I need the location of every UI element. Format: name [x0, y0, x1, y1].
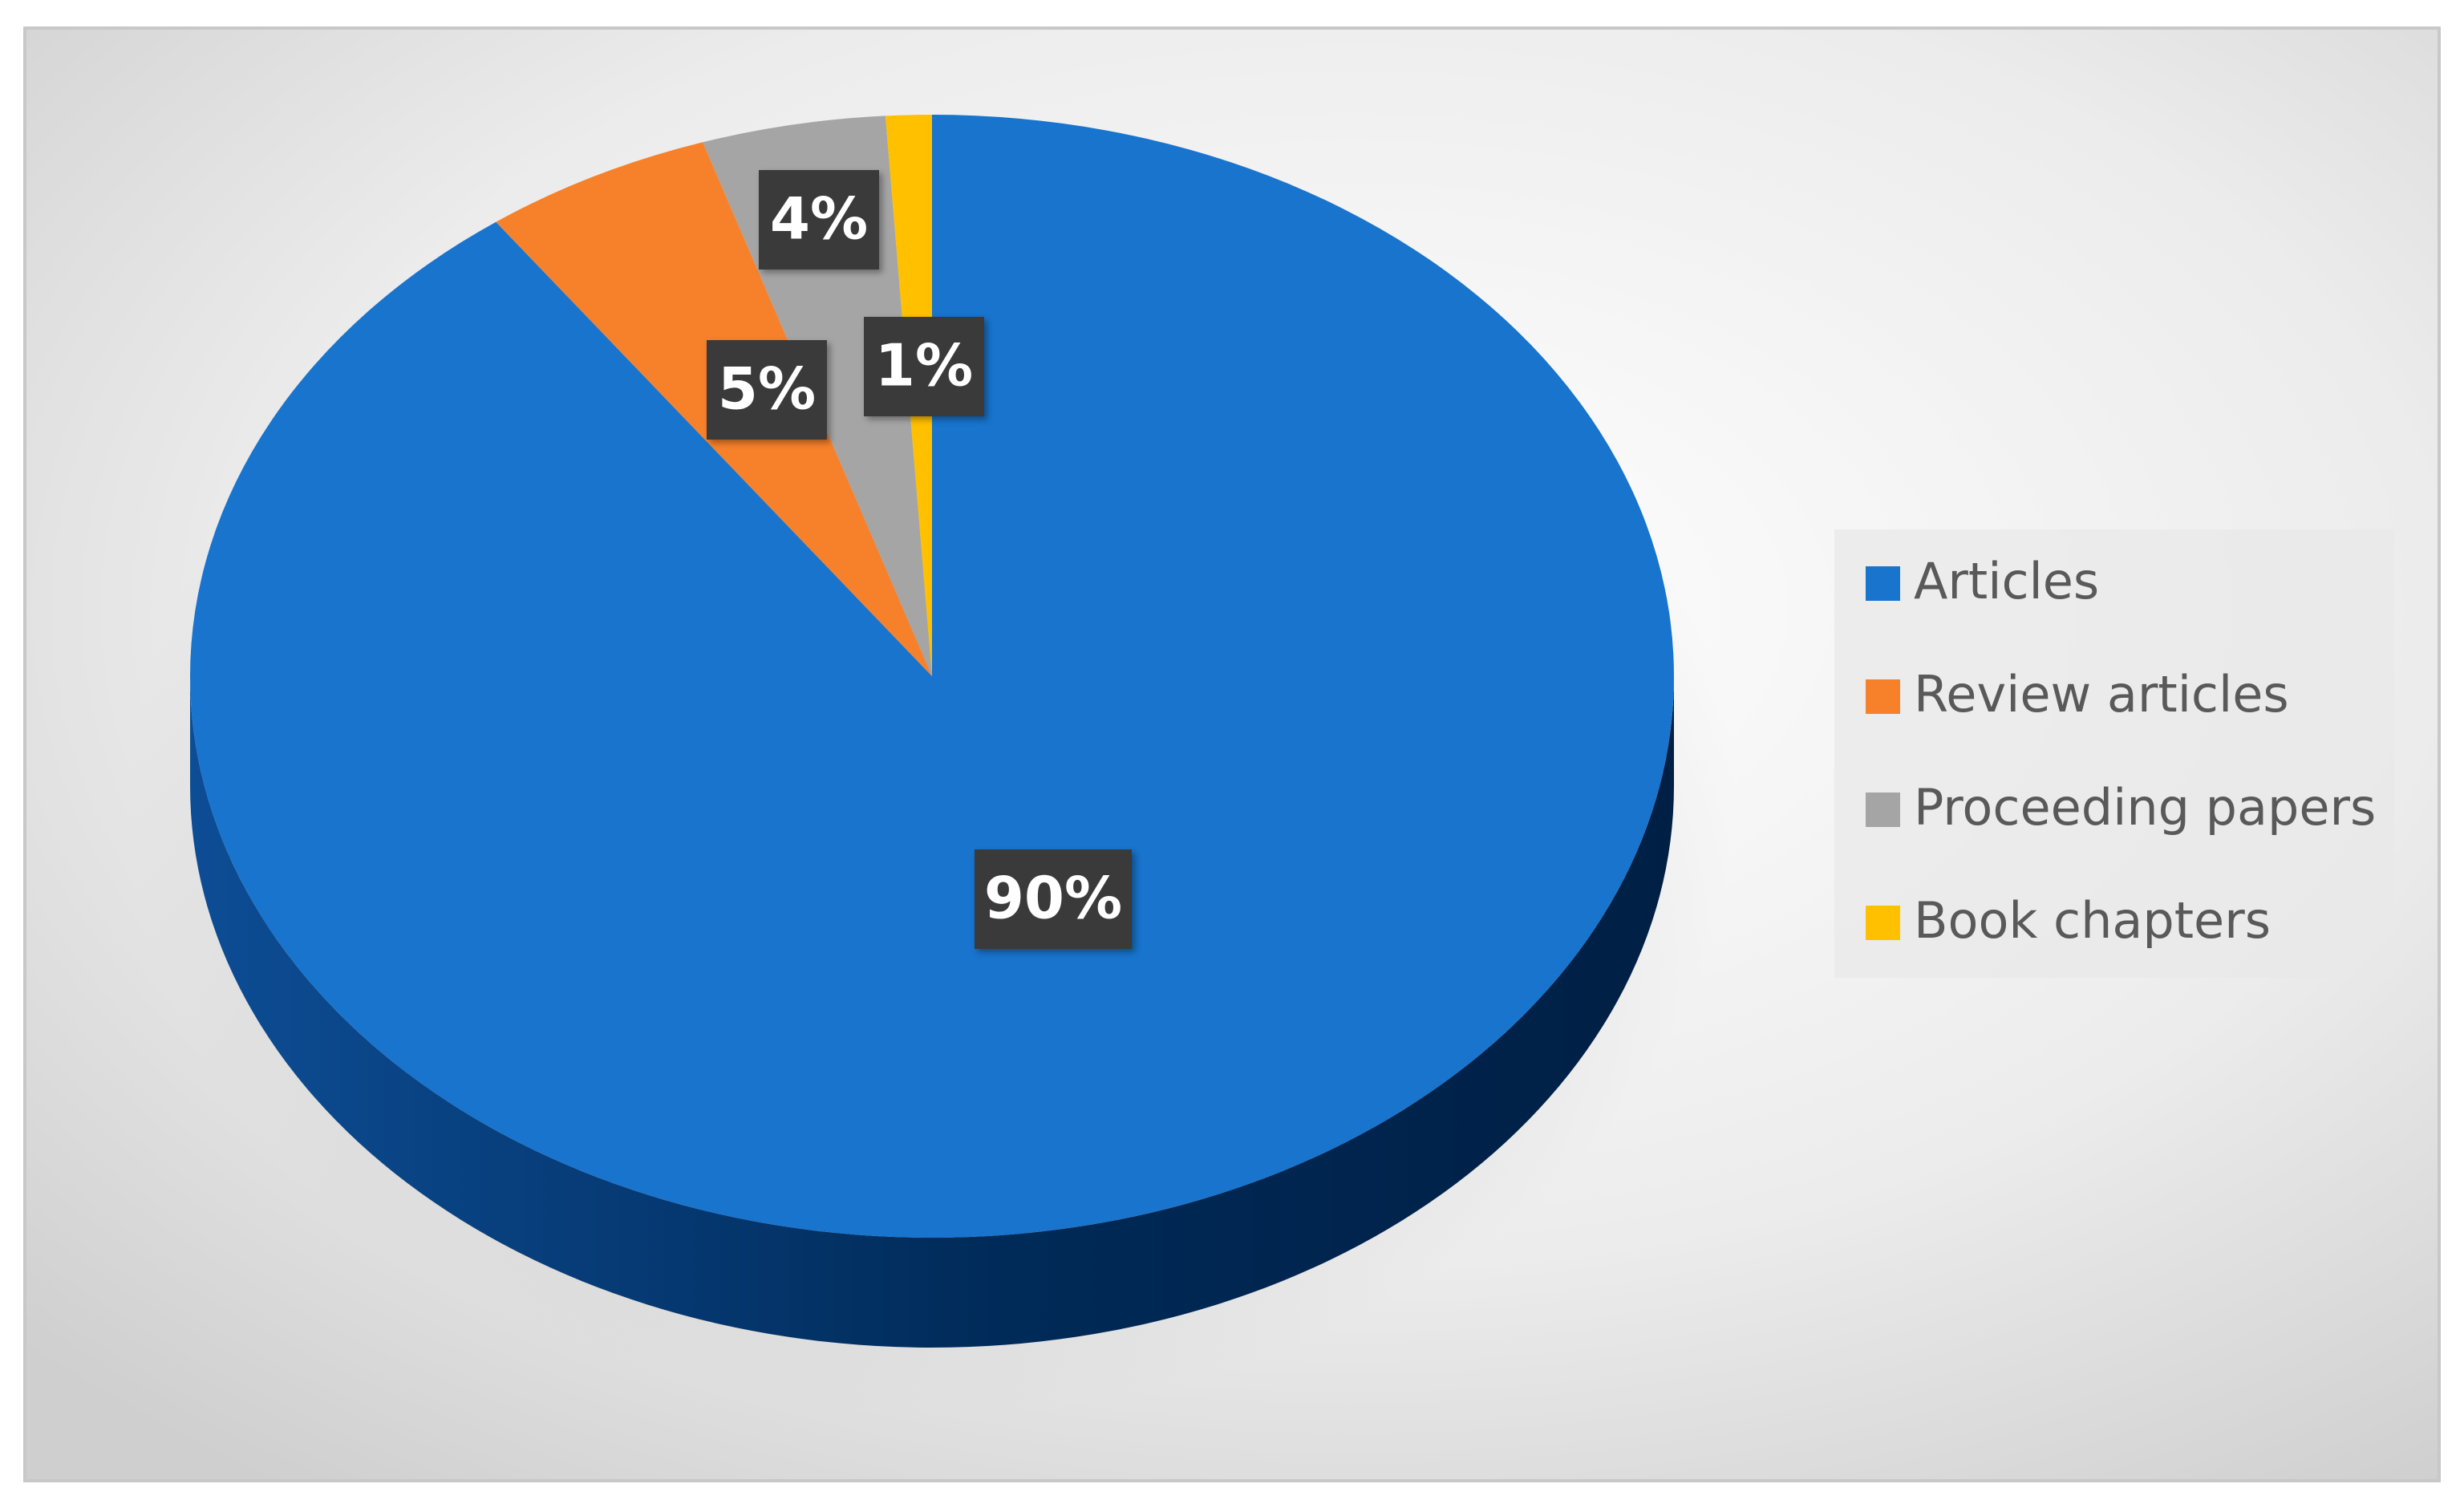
data-label-box [707, 340, 827, 440]
legend-swatch [1866, 566, 1900, 601]
legend-box [1834, 529, 2394, 978]
legend-swatch [1866, 793, 1900, 827]
pie-side [190, 676, 1674, 1348]
data-label-box [759, 170, 879, 270]
pie [190, 115, 1674, 1348]
data-label: 5% [718, 355, 816, 423]
data-label-box [864, 317, 984, 416]
legend: Articles Review articles Proceeding papers… [1866, 552, 2376, 950]
legend-swatch [1866, 679, 1900, 714]
legend-label: Articles [1914, 552, 2099, 610]
data-label: 1% [875, 332, 973, 399]
data-label: 4% [770, 185, 868, 253]
legend-label: Proceeding papers [1914, 778, 2376, 837]
data-label: 90% [984, 865, 1122, 932]
legend-label: Review articles [1914, 665, 2289, 724]
legend-swatch [1866, 906, 1900, 940]
legend-label: Book chapters [1914, 891, 2271, 950]
data-labels: 90% 5% 4% 1% [707, 170, 1132, 949]
data-label-box [975, 849, 1132, 949]
